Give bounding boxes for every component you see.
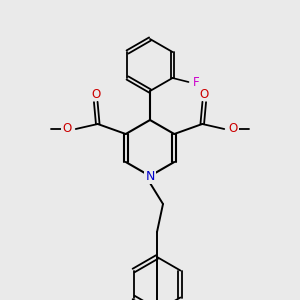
Text: N: N (145, 169, 155, 182)
Text: O: O (62, 122, 71, 136)
Text: O: O (91, 88, 101, 100)
Text: O: O (229, 122, 238, 136)
Text: O: O (200, 88, 209, 100)
Text: F: F (193, 76, 200, 89)
